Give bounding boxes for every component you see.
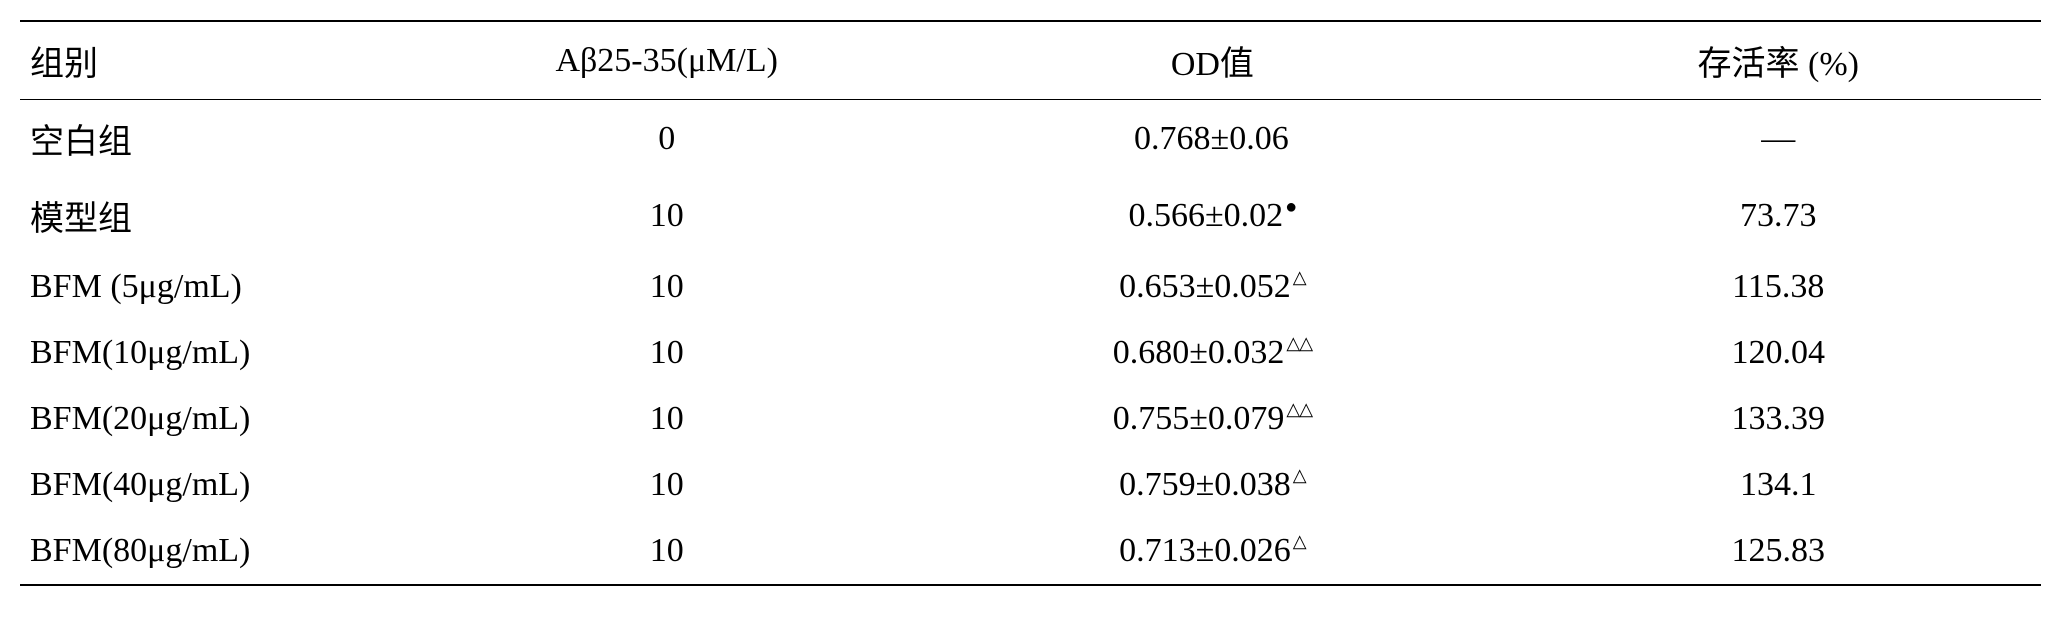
cell-group: BFM(40μg/mL)	[20, 452, 424, 518]
cell-group: 模型组	[20, 177, 424, 254]
cell-survival: 120.04	[1516, 320, 2041, 386]
od-marker: ●	[1285, 197, 1296, 217]
cell-survival: 115.38	[1516, 254, 2041, 320]
cell-od: 0.755±0.079 △△	[909, 386, 1515, 452]
table-row: BFM(40μg/mL) 10 0.759±0.038 △ 134.1	[20, 452, 2041, 518]
od-marker: △	[1293, 532, 1306, 550]
cell-od: 0.768±0.06	[909, 100, 1515, 178]
cell-survival: 133.39	[1516, 386, 2041, 452]
header-od: OD值	[909, 21, 1515, 100]
cell-survival: 134.1	[1516, 452, 2041, 518]
cell-group: BFM(10μg/mL)	[20, 320, 424, 386]
cell-concentration: 10	[424, 452, 909, 518]
table-body: 空白组 0 0.768±0.06 — 模型组 10 0.566±0.02 ● 7…	[20, 100, 2041, 586]
cell-survival: 73.73	[1516, 177, 2041, 254]
experiment-data-table: 组别 Aβ25-35(μM/L) OD值 存活率 (%) 空白组 0 0.768…	[20, 20, 2041, 586]
table-row: BFM(20μg/mL) 10 0.755±0.079 △△ 133.39	[20, 386, 2041, 452]
od-value: 0.768±0.06	[1134, 120, 1289, 158]
cell-group: BFM(80μg/mL)	[20, 518, 424, 585]
od-value: 0.755±0.079	[1113, 400, 1285, 438]
cell-survival: —	[1516, 100, 2041, 178]
cell-od: 0.713±0.026 △	[909, 518, 1515, 585]
table-row: BFM (5μg/mL) 10 0.653±0.052 △ 115.38	[20, 254, 2041, 320]
table-header-row: 组别 Aβ25-35(μM/L) OD值 存活率 (%)	[20, 21, 2041, 100]
od-value: 0.759±0.038	[1119, 466, 1291, 504]
cell-concentration: 0	[424, 100, 909, 178]
cell-od: 0.566±0.02 ●	[909, 177, 1515, 254]
od-value: 0.713±0.026	[1119, 532, 1291, 570]
od-marker: △△	[1286, 400, 1312, 418]
cell-group: 空白组	[20, 100, 424, 178]
cell-concentration: 10	[424, 254, 909, 320]
table-row: BFM(10μg/mL) 10 0.680±0.032 △△ 120.04	[20, 320, 2041, 386]
header-survival: 存活率 (%)	[1516, 21, 2041, 100]
cell-survival: 125.83	[1516, 518, 2041, 585]
cell-concentration: 10	[424, 518, 909, 585]
cell-group: BFM(20μg/mL)	[20, 386, 424, 452]
od-value: 0.653±0.052	[1119, 268, 1291, 306]
cell-concentration: 10	[424, 386, 909, 452]
cell-od: 0.759±0.038 △	[909, 452, 1515, 518]
od-marker: △	[1293, 268, 1306, 286]
od-value: 0.566±0.02	[1128, 197, 1283, 235]
cell-od: 0.680±0.032 △△	[909, 320, 1515, 386]
header-concentration: Aβ25-35(μM/L)	[424, 21, 909, 100]
cell-group: BFM (5μg/mL)	[20, 254, 424, 320]
header-group: 组别	[20, 21, 424, 100]
od-value: 0.680±0.032	[1113, 334, 1285, 372]
cell-concentration: 10	[424, 320, 909, 386]
table-row: 空白组 0 0.768±0.06 —	[20, 100, 2041, 178]
cell-concentration: 10	[424, 177, 909, 254]
od-marker: △△	[1286, 334, 1312, 352]
table-row: BFM(80μg/mL) 10 0.713±0.026 △ 125.83	[20, 518, 2041, 585]
od-marker: △	[1293, 466, 1306, 484]
cell-od: 0.653±0.052 △	[909, 254, 1515, 320]
table-row: 模型组 10 0.566±0.02 ● 73.73	[20, 177, 2041, 254]
